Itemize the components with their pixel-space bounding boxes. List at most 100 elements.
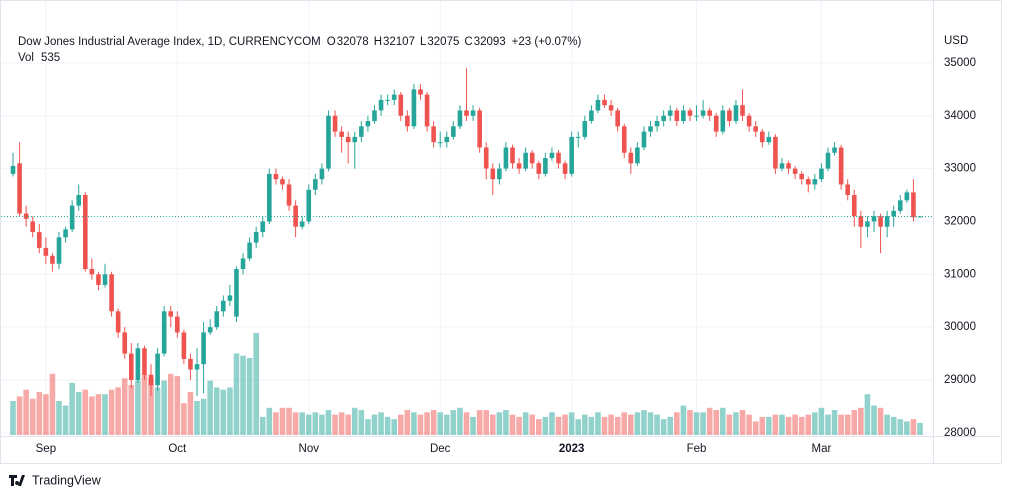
volume-bar [825, 414, 831, 435]
candle-body [326, 115, 331, 169]
candle-body [405, 115, 410, 127]
volume-bar [89, 396, 95, 435]
legend-text: C [464, 36, 472, 48]
candle-body [720, 110, 726, 132]
volume-bar [463, 412, 470, 435]
candle-body [129, 353, 134, 381]
candle-body [372, 110, 377, 122]
volume-bar [108, 389, 115, 435]
candle-body [595, 99, 601, 111]
x-tick-label: Sep [36, 443, 56, 455]
candle-body [477, 110, 482, 148]
candle-body [418, 89, 423, 95]
volume-bar [476, 410, 483, 435]
candle-body [838, 147, 844, 185]
volume-bar [910, 419, 917, 435]
volume-bar [384, 416, 391, 435]
candle-body [759, 131, 765, 143]
candle-body [753, 126, 758, 132]
candle-body [89, 269, 95, 275]
y-tick-label: 35000 [944, 57, 976, 69]
candle-body [661, 115, 666, 122]
volume-bar [904, 421, 910, 435]
volume-bar [858, 407, 864, 435]
volume-bar [877, 407, 884, 435]
volume-bar [227, 387, 233, 435]
candle-body [589, 110, 594, 122]
volume-bar [16, 396, 23, 435]
volume-bar [917, 422, 923, 435]
candle-body [345, 136, 351, 143]
volume-bar [798, 416, 805, 435]
brand-name: TradingView [32, 473, 102, 487]
candle-body [214, 311, 220, 328]
candle-body [681, 110, 686, 122]
candle-body [641, 131, 647, 148]
candle-body [799, 173, 804, 180]
volume-bar [332, 414, 338, 435]
volume-bar [871, 405, 877, 435]
candle-body [115, 311, 121, 333]
candle-body [529, 152, 535, 164]
volume-bar [404, 410, 411, 435]
volume-bar [154, 387, 161, 435]
volume-bar [391, 419, 397, 435]
brand: TradingView [9, 473, 102, 487]
volume-bar [490, 414, 496, 435]
candle-body [365, 121, 371, 127]
volume-bar [746, 414, 752, 435]
candle-body [878, 216, 883, 227]
candle-body [431, 126, 436, 143]
candle-body [424, 94, 430, 127]
y-tick-label: 29000 [944, 374, 976, 386]
volume-bar [779, 414, 785, 435]
volume-bar [470, 416, 476, 435]
volume-bar [601, 416, 608, 435]
legend-text: 32093 [474, 36, 506, 48]
candle-body [207, 327, 213, 333]
candle-body [359, 126, 364, 137]
y-tick-label: 34000 [944, 110, 976, 122]
volume-bar [121, 378, 128, 435]
volume-bar [286, 407, 292, 435]
candle-body [437, 142, 443, 144]
volume-bar [266, 407, 273, 435]
candle-body [608, 105, 614, 111]
volume-bar [641, 410, 647, 435]
volume-bar [614, 416, 621, 435]
candle-body [621, 126, 627, 153]
volume-pane [10, 333, 923, 435]
candle-body [391, 94, 397, 100]
legend-text: 32075 [427, 36, 459, 48]
volume-bar [864, 394, 871, 435]
candle-body [891, 210, 897, 217]
volume-bar [69, 382, 75, 435]
volume-bar [437, 412, 443, 435]
volume-bar [233, 353, 240, 435]
candle-body [457, 110, 463, 127]
candle-body [819, 168, 824, 180]
candle-body [339, 131, 344, 137]
y-tick-label: 31000 [944, 268, 976, 280]
candle-body [851, 195, 857, 217]
candle-body [858, 216, 864, 227]
candle-body [69, 205, 75, 230]
volume-bar [23, 389, 29, 435]
candle-body [556, 152, 561, 164]
volume-bar [582, 414, 588, 435]
volume-bar [555, 416, 562, 435]
candle-body [221, 300, 226, 312]
volume-bar [75, 391, 82, 435]
volume-bar [733, 412, 739, 435]
volume-bar [424, 412, 430, 435]
volume-bar [529, 414, 536, 435]
volume-bar [654, 414, 660, 435]
volume-bar [167, 373, 174, 435]
candle-body [733, 105, 739, 122]
candle-body [102, 274, 108, 285]
volume-bar [496, 412, 503, 435]
candle-body [96, 274, 101, 285]
volume-bar [325, 410, 332, 435]
volume-bar [161, 380, 167, 435]
candle-body [871, 216, 877, 222]
